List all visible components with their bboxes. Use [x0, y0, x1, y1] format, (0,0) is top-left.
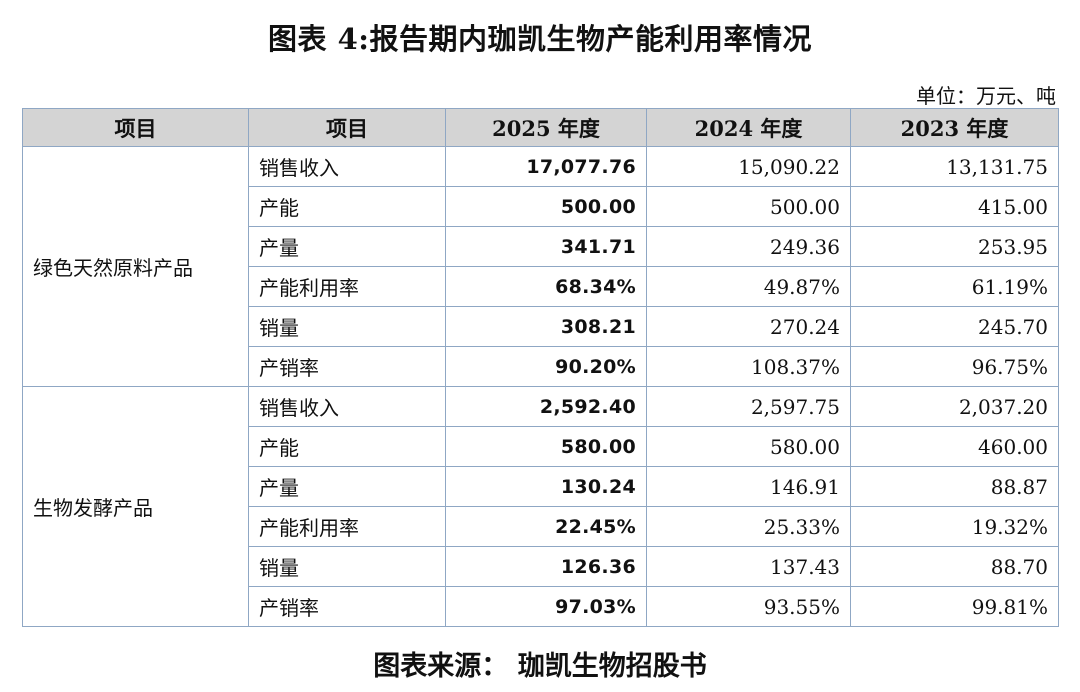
- value-2023: 96.75%: [850, 346, 1059, 387]
- item-cell: 产能利用率: [248, 266, 446, 307]
- value-2024: 146.91: [646, 466, 851, 507]
- table-row: 产量 341.71 249.36 253.95: [23, 226, 1059, 267]
- value-2024: 93.55%: [646, 586, 851, 627]
- table-row: 生物发酵产品 销售收入 2,592.40 2,597.75 2,037.20: [22, 386, 1059, 627]
- value-2024: 108.37%: [646, 346, 851, 387]
- header-2023-col: 2023 年度: [850, 108, 1059, 147]
- item-cell: 产量: [248, 466, 446, 507]
- source-note: 图表来源： 珈凯生物招股书: [373, 651, 707, 682]
- value-2023: 61.19%: [850, 266, 1059, 307]
- item-cell: 产销率: [248, 586, 446, 627]
- header-item-col: 项目: [248, 108, 446, 147]
- capacity-table: 项目 项目 2025 年度 2024 年度 2023 年度 绿色天然原料产品 销…: [22, 108, 1059, 627]
- value-2025: 90.20%: [445, 346, 647, 387]
- item-cell: 产销率: [248, 346, 446, 387]
- value-2024: 580.00: [646, 426, 851, 467]
- value-2024: 270.24: [646, 306, 851, 347]
- value-2025: 341.71: [445, 226, 647, 267]
- table-row: 销量 308.21 270.24 245.70: [23, 306, 1059, 347]
- table-row: 产能利用率 22.45% 25.33% 19.32%: [23, 506, 1059, 547]
- value-2024: 15,090.22: [646, 146, 851, 187]
- value-2025: 126.36: [445, 546, 647, 587]
- item-cell: 产量: [248, 226, 446, 267]
- item-cell: 产能: [248, 426, 446, 467]
- value-2025: 580.00: [445, 426, 647, 467]
- value-2024: 500.00: [646, 186, 851, 227]
- value-2023: 415.00: [850, 186, 1059, 227]
- value-2025: 17,077.76: [445, 146, 647, 187]
- page-title: 图表 4:报告期内珈凯生物产能利用率情况: [268, 22, 812, 56]
- value-2023: 99.81%: [850, 586, 1059, 627]
- value-2025: 68.34%: [445, 266, 647, 307]
- table-row: 产能 500.00 500.00 415.00: [23, 186, 1059, 227]
- table-body: 绿色天然原料产品 销售收入 17,077.76 15,090.22 13,131…: [22, 146, 1059, 627]
- header-2024-col: 2024 年度: [646, 108, 851, 147]
- value-2024: 2,597.75: [646, 386, 851, 427]
- table-row: 绿色天然原料产品 销售收入 17,077.76 15,090.22 13,131…: [22, 146, 1059, 387]
- group-label: 生物发酵产品: [22, 386, 249, 627]
- value-2025: 130.24: [445, 466, 647, 507]
- value-2023: 13,131.75: [850, 146, 1059, 187]
- value-2025: 97.03%: [445, 586, 647, 627]
- table-row: 产销率 90.20% 108.37% 96.75%: [23, 346, 1059, 387]
- value-2024: 49.87%: [646, 266, 851, 307]
- value-2024: 25.33%: [646, 506, 851, 547]
- value-2023: 245.70: [850, 306, 1059, 347]
- item-cell: 销售收入: [248, 386, 446, 427]
- value-2025: 308.21: [445, 306, 647, 347]
- value-2023: 88.70: [850, 546, 1059, 587]
- value-2024: 249.36: [646, 226, 851, 267]
- table-header-row: 项目 项目 2025 年度 2024 年度 2023 年度: [22, 108, 1059, 147]
- value-2023: 460.00: [850, 426, 1059, 467]
- unit-label: 单位：万元、吨: [916, 84, 1056, 108]
- value-2023: 2,037.20: [850, 386, 1059, 427]
- item-cell: 产能: [248, 186, 446, 227]
- table-row: 产销率 97.03% 93.55% 99.81%: [23, 586, 1059, 627]
- item-cell: 销售收入: [248, 146, 446, 187]
- value-2024: 137.43: [646, 546, 851, 587]
- value-2023: 88.87: [850, 466, 1059, 507]
- value-2025: 22.45%: [445, 506, 647, 547]
- value-2025: 500.00: [445, 186, 647, 227]
- item-cell: 销量: [248, 546, 446, 587]
- item-cell: 产能利用率: [248, 506, 446, 547]
- value-2023: 253.95: [850, 226, 1059, 267]
- table-row: 产量 130.24 146.91 88.87: [23, 466, 1059, 507]
- header-2025-col: 2025 年度: [445, 108, 647, 147]
- table-row: 销量 126.36 137.43 88.70: [23, 546, 1059, 587]
- value-2023: 19.32%: [850, 506, 1059, 547]
- header-group-col: 项目: [22, 108, 249, 147]
- value-2025: 2,592.40: [445, 386, 647, 427]
- group-label: 绿色天然原料产品: [22, 146, 249, 387]
- item-cell: 销量: [248, 306, 446, 347]
